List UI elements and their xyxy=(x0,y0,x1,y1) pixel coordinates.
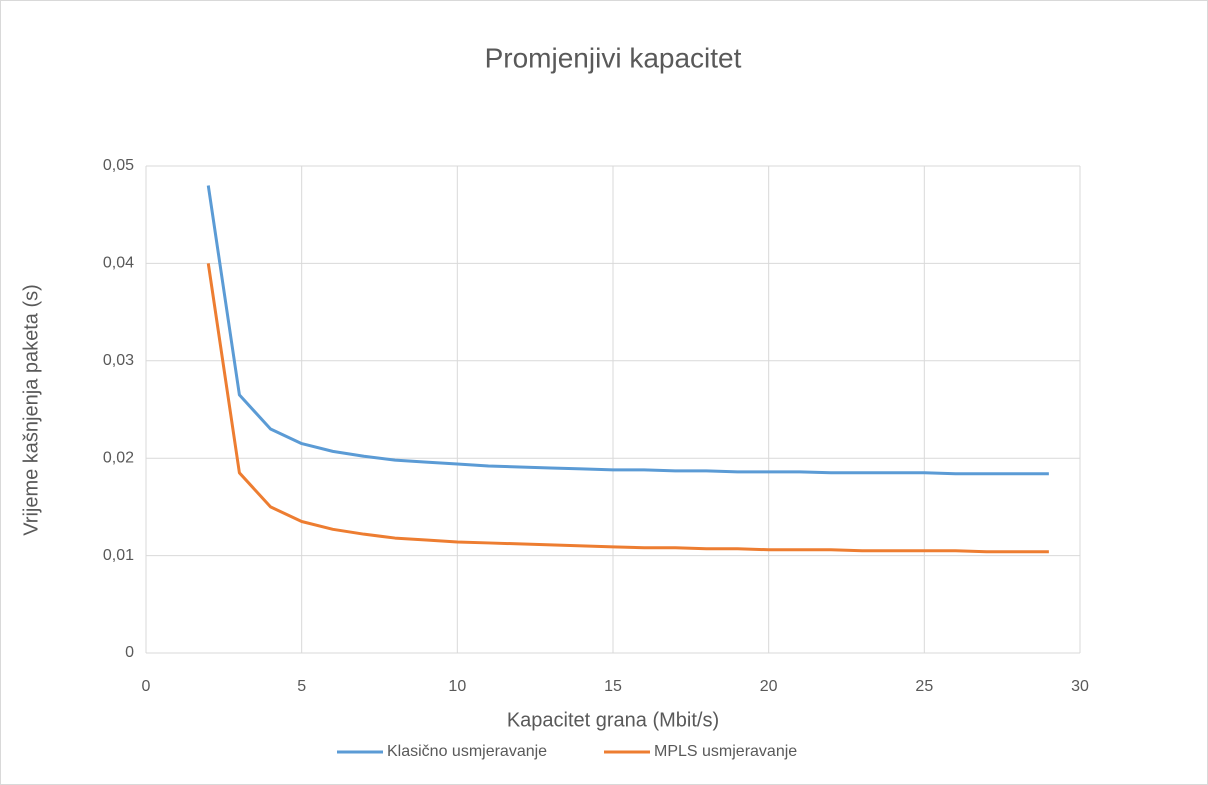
y-tick-label: 0,01 xyxy=(103,547,134,564)
x-tick-label: 5 xyxy=(297,678,306,695)
y-axis-label: Vrijeme kašnjenja paketa (s) xyxy=(20,284,42,536)
x-tick-label: 15 xyxy=(604,678,622,695)
x-axis-label: Kapacitet grana (Mbit/s) xyxy=(507,709,719,731)
x-tick-label: 10 xyxy=(448,678,466,695)
y-tick-label: 0,02 xyxy=(103,449,134,466)
legend-label: Klasično usmjeravanje xyxy=(387,743,547,760)
x-tick-label: 0 xyxy=(142,678,151,695)
x-tick-label: 20 xyxy=(760,678,778,695)
x-tick-label: 30 xyxy=(1071,678,1089,695)
data-line xyxy=(206,185,1049,476)
legend-label: MPLS usmjeravanje xyxy=(654,743,797,760)
data-line xyxy=(206,263,1049,554)
chart-title: Promjenjivi kapacitet xyxy=(485,42,742,73)
y-tick-label: 0,03 xyxy=(103,352,134,369)
y-tick-label: 0 xyxy=(125,644,134,661)
y-tick-label: 0,05 xyxy=(103,157,134,174)
x-tick-label: 25 xyxy=(915,678,933,695)
y-tick-label: 0,04 xyxy=(103,255,134,272)
